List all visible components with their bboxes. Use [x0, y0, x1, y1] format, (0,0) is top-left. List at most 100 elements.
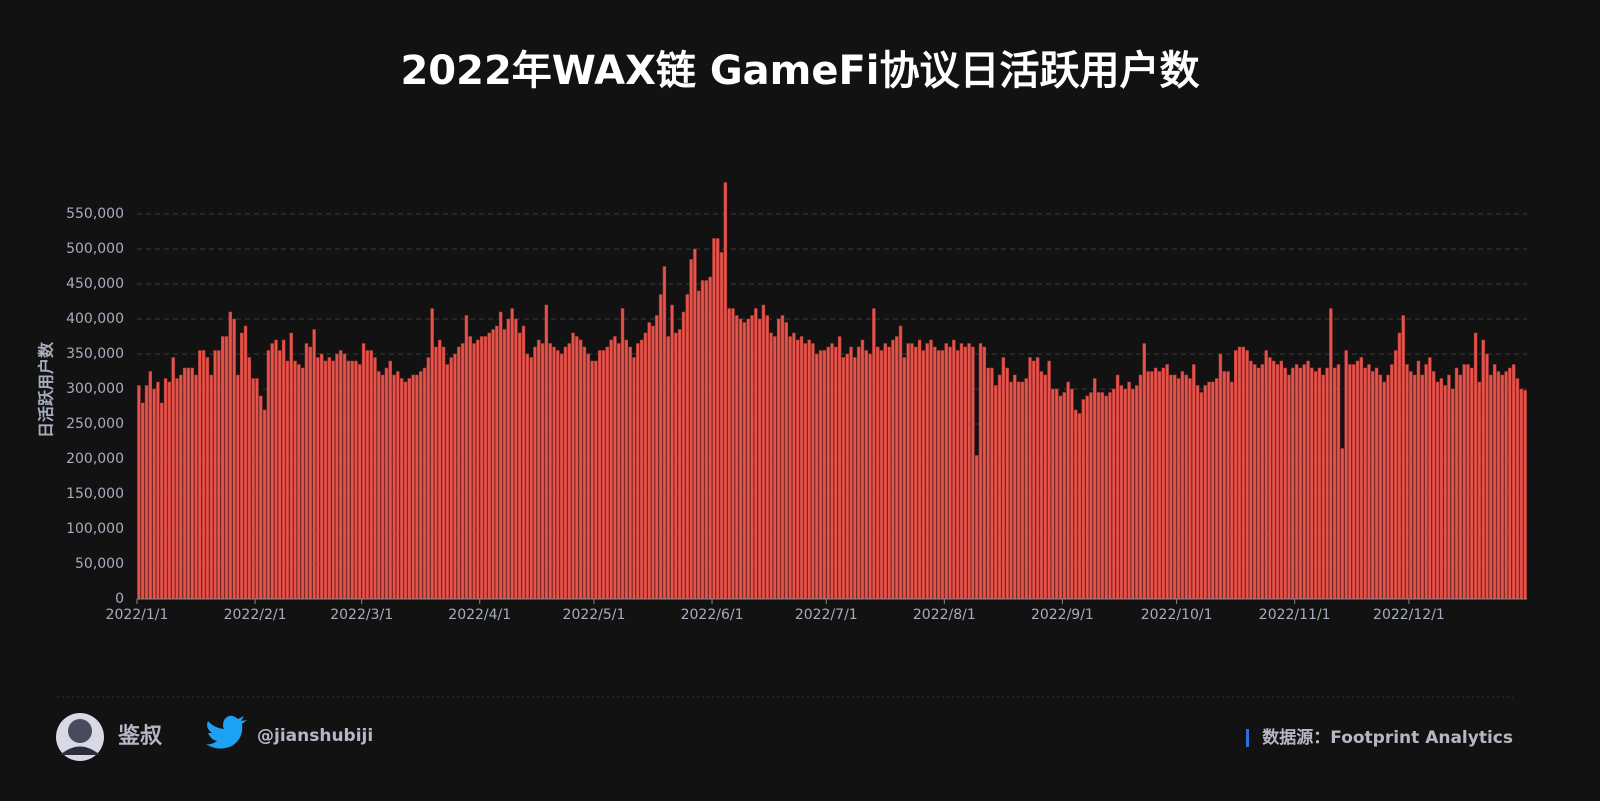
bar [978, 343, 983, 600]
bar [689, 259, 693, 600]
bar [369, 350, 373, 600]
y-tick-label: 250,000 [66, 416, 124, 432]
bar [1348, 364, 1352, 600]
bar [476, 339, 480, 600]
bar [518, 332, 522, 600]
bar [845, 353, 849, 600]
bar [274, 339, 278, 600]
bar [1428, 357, 1432, 600]
bar [658, 294, 663, 600]
bar [232, 318, 236, 600]
bar [308, 346, 312, 600]
bar [1138, 374, 1143, 600]
bar [240, 332, 244, 600]
bar [213, 350, 217, 600]
bar [411, 374, 415, 600]
x-tick-label: 2022/10/1 [1141, 607, 1213, 623]
bar [1268, 357, 1272, 600]
bar [1439, 378, 1444, 600]
bar [1226, 371, 1230, 600]
bar [529, 357, 533, 600]
bar [1489, 374, 1493, 600]
bar [910, 343, 914, 600]
bar [1074, 409, 1078, 600]
bar [598, 350, 602, 600]
bar [636, 343, 640, 600]
bar [1317, 367, 1322, 600]
bar [498, 311, 503, 600]
bar [1363, 367, 1367, 600]
bar [399, 378, 404, 600]
source: 数据源：Footprint Analytics [1262, 727, 1513, 748]
bar [1051, 388, 1055, 600]
bar [776, 318, 781, 600]
bar [868, 353, 872, 600]
bar [445, 364, 450, 600]
bar [1218, 353, 1223, 600]
bar [1264, 350, 1268, 600]
bar [1245, 350, 1249, 600]
bar [171, 357, 175, 600]
bar [259, 395, 263, 600]
bar [1313, 371, 1318, 600]
bar [666, 336, 670, 600]
bar [350, 360, 354, 600]
bar [483, 336, 488, 600]
bar [1511, 364, 1516, 600]
bar [967, 343, 971, 600]
bar [754, 308, 758, 600]
bar [209, 374, 213, 600]
bar [837, 336, 842, 600]
bar [559, 353, 564, 600]
bar [1508, 367, 1512, 600]
bar [346, 360, 351, 600]
bar [468, 336, 472, 600]
y-tick-label: 400,000 [66, 311, 124, 327]
bar [1462, 364, 1466, 600]
bar [312, 329, 316, 600]
bar [514, 318, 518, 600]
bar [1104, 395, 1108, 600]
bar [1374, 367, 1379, 600]
bar [826, 346, 830, 600]
bar [1108, 392, 1112, 600]
bar [220, 336, 225, 600]
bar [354, 360, 358, 600]
y-tick-label: 100,000 [66, 521, 124, 537]
y-tick-label: 550,000 [66, 206, 124, 222]
bar [438, 339, 442, 600]
bar [742, 322, 747, 600]
bar [388, 360, 392, 600]
bar [1302, 364, 1306, 600]
bar [1523, 390, 1527, 600]
bar [914, 346, 918, 600]
bar [289, 332, 293, 600]
bar [141, 402, 145, 600]
bar [1492, 364, 1497, 600]
bar [651, 325, 655, 600]
bar [316, 357, 320, 600]
bar [1249, 360, 1253, 600]
bar [917, 339, 922, 600]
bar [1340, 448, 1344, 600]
bar [670, 304, 674, 600]
y-tick-label: 200,000 [66, 451, 124, 467]
bar [1134, 385, 1139, 600]
bar [1321, 374, 1325, 600]
bar [460, 343, 465, 600]
bar [563, 346, 568, 600]
bar [487, 332, 491, 600]
bar [1035, 357, 1040, 600]
bar [1230, 381, 1234, 600]
bar [662, 266, 667, 600]
bar [906, 343, 910, 600]
bar [1150, 371, 1154, 600]
bar [380, 374, 385, 600]
bar [144, 385, 149, 600]
bar [1100, 392, 1105, 600]
bar [537, 339, 541, 600]
bar [1237, 346, 1242, 600]
bar [792, 332, 796, 600]
bar [430, 308, 434, 600]
